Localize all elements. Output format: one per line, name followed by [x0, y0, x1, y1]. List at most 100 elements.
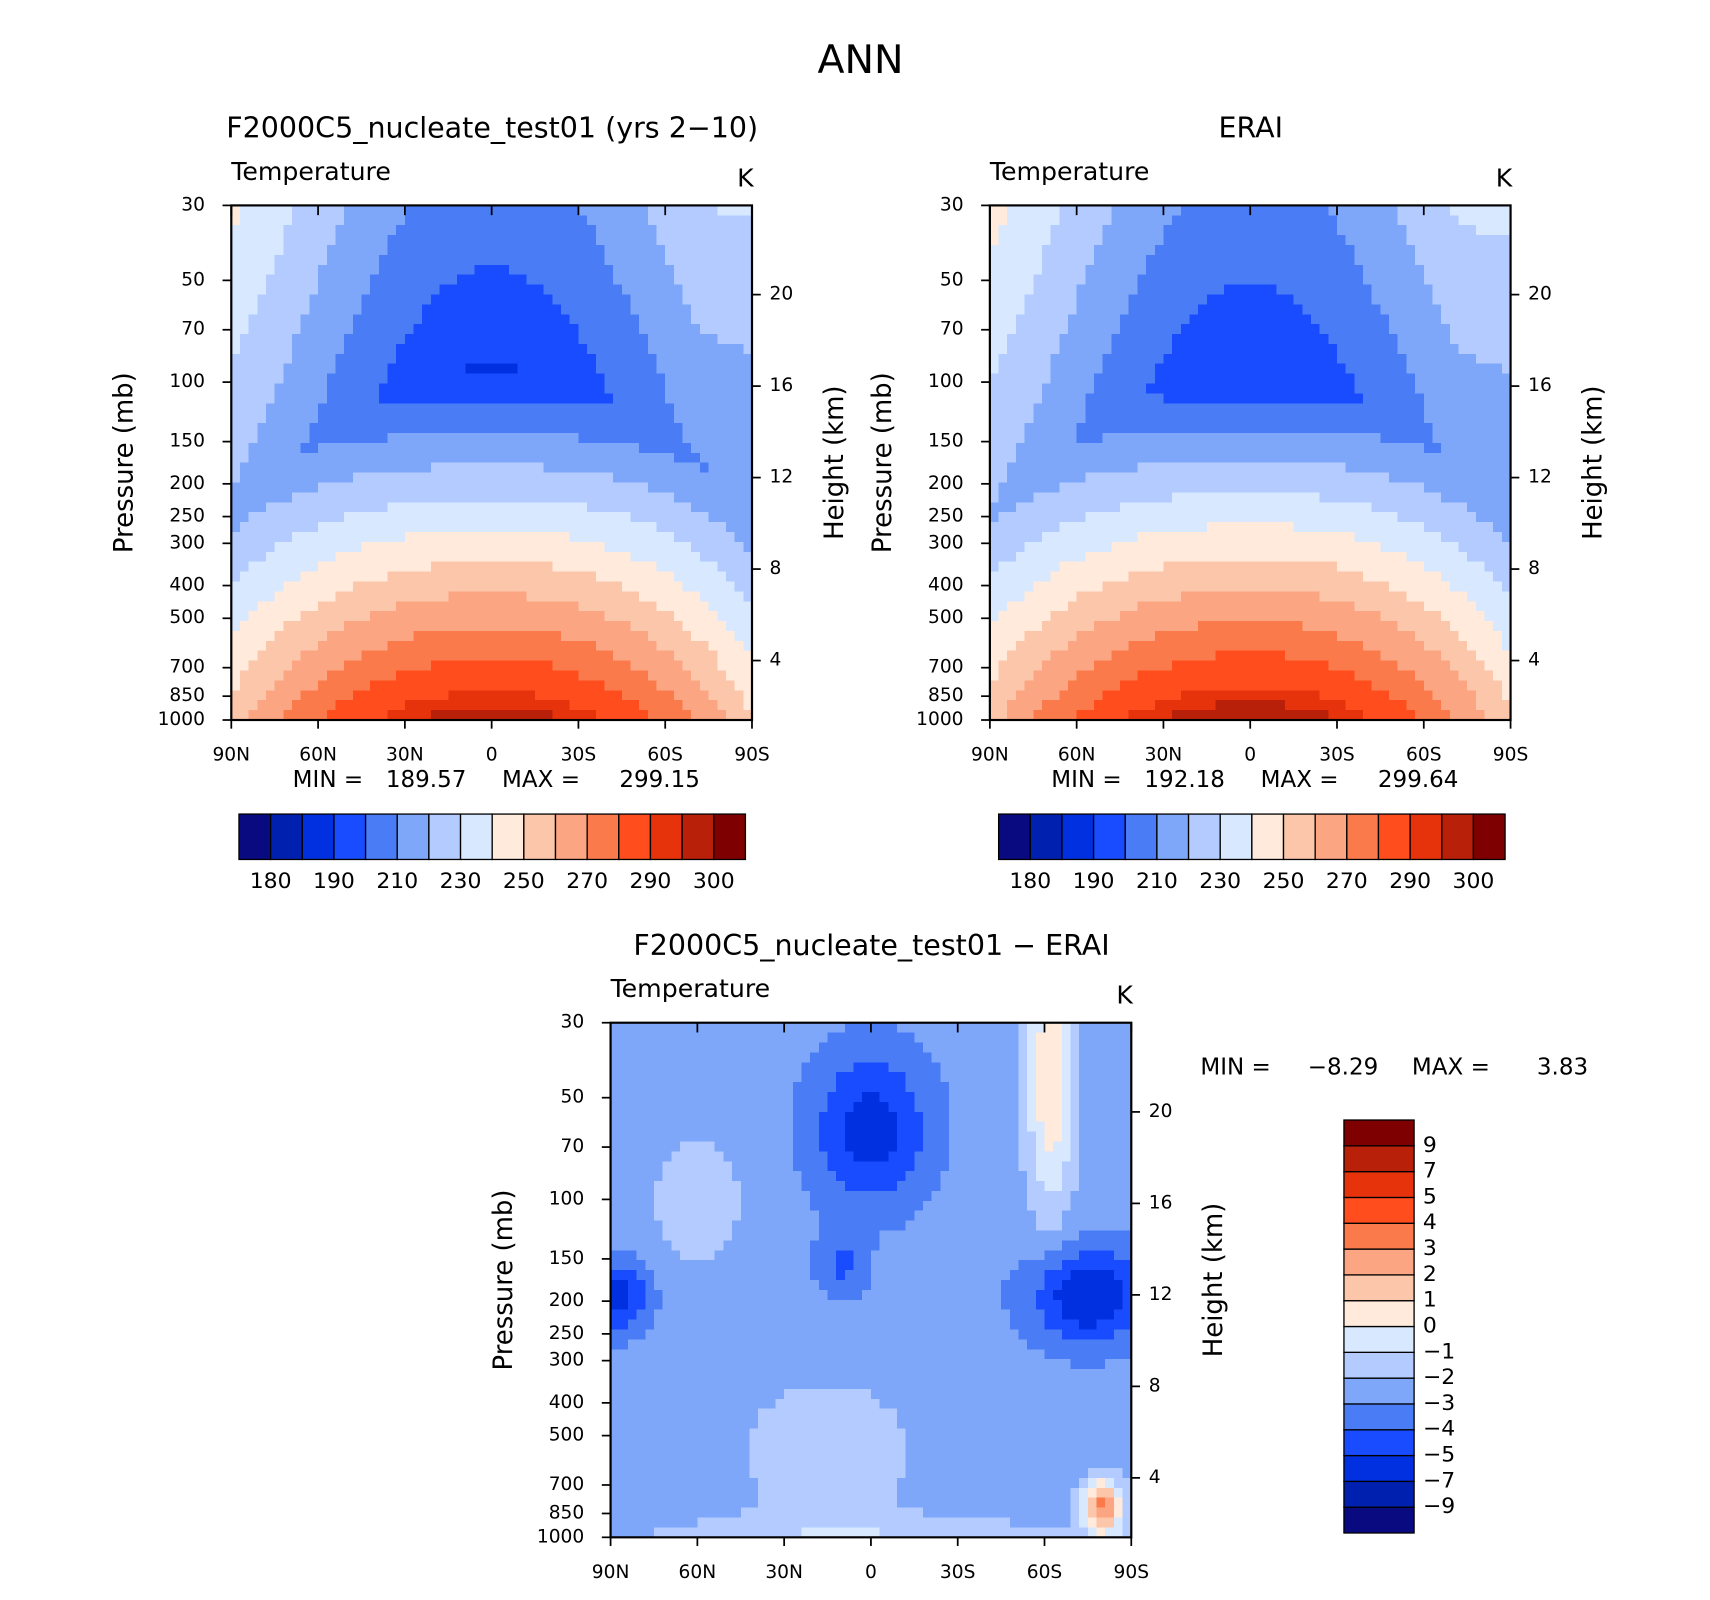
contour-cell — [396, 611, 406, 622]
contour-cell — [231, 433, 241, 444]
contour-cell — [725, 373, 736, 385]
contour-cell — [396, 205, 406, 216]
contour-cell — [989, 403, 1000, 414]
contour-cell — [665, 304, 675, 315]
contour-cell — [456, 670, 467, 682]
contour-cell — [1015, 284, 1026, 296]
contour-cell — [231, 373, 241, 385]
contour-cell — [309, 373, 319, 385]
contour-cell — [387, 680, 397, 691]
contour-cell — [665, 630, 675, 642]
contour-cell — [1094, 452, 1104, 464]
contour-cell — [465, 264, 475, 276]
contour-cell — [1215, 284, 1225, 296]
contour-cell — [292, 353, 302, 365]
contour-cell — [326, 551, 337, 563]
contour-cell — [1172, 215, 1182, 226]
contour-cell — [370, 244, 380, 256]
contour-cell — [621, 482, 632, 494]
contour-cell — [1380, 343, 1390, 355]
contour-cell — [318, 512, 328, 523]
contour-cell — [274, 561, 285, 573]
contour-cell — [526, 710, 536, 721]
contour-cell — [1172, 264, 1182, 276]
contour-cell — [361, 700, 371, 711]
x-tick-label: 0 — [486, 745, 498, 766]
contour-cell — [517, 660, 528, 672]
contour-cell — [989, 225, 1000, 236]
contour-cell — [630, 551, 640, 563]
contour-cell — [1137, 373, 1147, 385]
contour-cell — [500, 541, 510, 553]
contour-cell — [587, 680, 597, 691]
contour-cell — [309, 531, 319, 543]
contour-cell — [725, 472, 736, 484]
contour-cell — [543, 343, 554, 355]
contour-cell — [725, 551, 736, 563]
contour-cell — [439, 700, 449, 711]
contour-cell — [387, 383, 397, 395]
contour-cell — [361, 215, 371, 226]
contour-cell — [1232, 393, 1243, 404]
contour-cell — [1128, 383, 1139, 395]
contour-cell — [1128, 254, 1139, 266]
contour-cell — [309, 244, 319, 256]
contour-cell — [439, 541, 449, 553]
contour-cell — [1406, 403, 1416, 414]
contour-cell — [647, 680, 658, 691]
contour-cell — [656, 581, 666, 593]
contour-cell — [734, 680, 744, 691]
contour-cell — [1310, 383, 1321, 395]
contour-cell — [404, 403, 415, 414]
contour-cell — [595, 334, 606, 345]
contour-cell — [274, 452, 285, 464]
contour-cell — [1137, 334, 1147, 345]
contour-cell — [439, 353, 449, 365]
contour-cell — [708, 660, 718, 672]
contour-cell — [1250, 264, 1260, 276]
contour-cell — [578, 314, 588, 325]
contour-cell — [239, 601, 250, 612]
contour-cell — [413, 383, 423, 395]
contour-cell — [344, 442, 354, 454]
contour-cell — [691, 254, 701, 266]
contour-cell — [743, 710, 753, 721]
contour-cell — [1449, 442, 1460, 454]
contour-cell — [239, 670, 250, 682]
contour-cell — [508, 274, 519, 286]
contour-cell — [326, 423, 337, 434]
contour-cell — [1128, 353, 1139, 365]
contour-cell — [1015, 482, 1026, 494]
contour-cell — [344, 561, 354, 573]
contour-cell — [352, 472, 363, 484]
contour-cell — [595, 640, 606, 652]
contour-cell — [1059, 472, 1069, 484]
contour-cell — [1371, 423, 1382, 434]
contour-cell — [378, 541, 389, 553]
contour-cell — [439, 442, 449, 454]
contour-cell — [231, 492, 241, 503]
contour-cell — [491, 630, 501, 642]
contour-cell — [1354, 334, 1364, 345]
contour-cell — [474, 353, 484, 365]
contour-cell — [604, 492, 614, 503]
contour-cell — [989, 383, 1000, 395]
contour-cell — [1094, 442, 1104, 454]
contour-cell — [404, 601, 415, 612]
contour-cell — [378, 591, 389, 602]
contour-cell — [1415, 472, 1425, 484]
contour-cell — [1224, 225, 1234, 236]
contour-cell — [274, 294, 285, 306]
contour-cell — [673, 215, 684, 226]
contour-cell — [526, 304, 536, 315]
contour-cell — [361, 581, 371, 593]
contour-cell — [1224, 393, 1234, 404]
contour-cell — [569, 472, 580, 484]
contour-cell — [673, 670, 684, 682]
contour-cell — [725, 383, 736, 395]
contour-cell — [708, 700, 718, 711]
contour-cell — [439, 512, 449, 523]
contour-cell — [1024, 403, 1034, 414]
contour-cell — [318, 373, 328, 385]
contour-cell — [587, 611, 597, 622]
